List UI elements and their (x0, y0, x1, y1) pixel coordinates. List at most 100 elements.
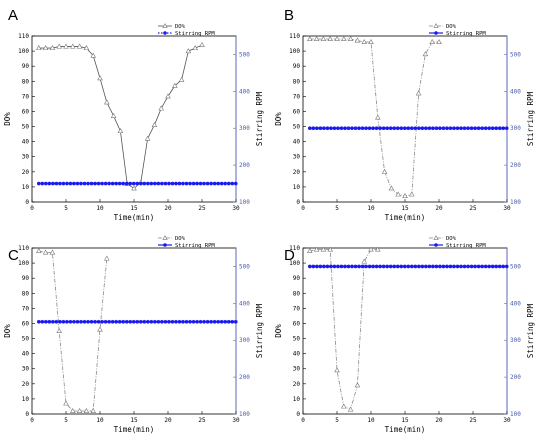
x-tick-label: 25 (469, 417, 477, 424)
rpm-marker (381, 264, 386, 269)
y-right-tick-label: 200 (239, 374, 250, 381)
do-marker (36, 248, 42, 253)
y-left-tick-label: 90 (293, 63, 301, 70)
rpm-marker (195, 181, 199, 186)
rpm-marker (124, 319, 129, 324)
legend: DO%Stirring RPM (429, 235, 486, 249)
rpm-marker (68, 181, 73, 186)
do-marker (313, 36, 320, 41)
rpm-marker (427, 126, 432, 131)
x-tick-label: 15 (401, 205, 409, 212)
legend-rpm-swatch-marker (434, 243, 438, 247)
plot-frame (302, 247, 508, 415)
rpm-marker (455, 264, 460, 269)
do-marker (63, 43, 69, 49)
rpm-marker (409, 264, 414, 269)
do-marker (110, 112, 117, 118)
do-marker (56, 43, 62, 49)
rpm-marker (483, 126, 488, 131)
do-marker (327, 246, 333, 252)
do-marker (320, 246, 327, 252)
do-marker (307, 36, 313, 41)
do-marker (165, 93, 171, 99)
x-tick-label: 15 (130, 205, 138, 212)
rpm-marker (487, 126, 492, 131)
rpm-marker (43, 319, 48, 324)
rpm-marker (325, 264, 330, 269)
rpm-marker (350, 264, 354, 269)
legend-do-swatch-marker (162, 235, 168, 240)
rpm-marker (54, 181, 59, 186)
do-marker (347, 406, 354, 412)
y-left-tick-label: 40 (293, 139, 301, 146)
rpm-marker (233, 319, 238, 324)
y-left-tick-label: 40 (22, 139, 30, 146)
y-left-tick-label: 110 (289, 245, 300, 252)
do-marker (90, 52, 96, 58)
do-marker (49, 249, 56, 255)
y-left-tick-label: 90 (22, 275, 30, 282)
x-tick-label: 20 (164, 417, 172, 424)
y-left-tick-label: 100 (18, 48, 29, 55)
y-left-tick-label: 0 (296, 199, 300, 206)
rpm-marker (223, 319, 228, 324)
series-do (36, 42, 205, 191)
legend-rpm-swatch-marker (163, 31, 167, 35)
x-tick-label: 10 (367, 417, 375, 424)
rpm-marker (86, 319, 90, 324)
legend-label: DO% (446, 236, 457, 242)
rpm-marker (121, 181, 126, 186)
rpm-marker (353, 264, 358, 269)
y-left-tick-label: 80 (293, 78, 301, 85)
y-right-axis-title: Stirring RPM (526, 303, 535, 358)
rpm-marker (378, 264, 382, 269)
y-left-tick-label: 20 (293, 381, 301, 388)
rpm-marker (343, 264, 347, 269)
do-marker (395, 191, 401, 197)
rpm-marker (184, 319, 189, 324)
y-left-tick-label: 0 (296, 411, 300, 418)
series-stirring-rpm (36, 319, 238, 324)
rpm-marker (504, 126, 509, 131)
y-left-tick-label: 100 (18, 260, 29, 267)
y-right-tick-label: 400 (239, 88, 250, 95)
rpm-marker (399, 126, 404, 131)
rpm-marker (413, 264, 418, 269)
rpm-marker (86, 181, 90, 186)
y-left-tick-label: 90 (22, 63, 30, 70)
y-left-axis-title: DO% (274, 112, 283, 126)
do-marker (56, 327, 62, 333)
do-marker (42, 249, 49, 255)
y-left-tick-label: 90 (293, 275, 301, 282)
rpm-marker (378, 126, 382, 131)
y-right-tick-label: 100 (239, 199, 250, 206)
y-right-tick-label: 100 (510, 199, 521, 206)
legend: DO%Stirring RPM (158, 23, 215, 37)
rpm-marker (181, 181, 185, 186)
do-marker (185, 48, 192, 54)
rpm-marker (434, 264, 439, 269)
rpm-marker (346, 264, 351, 269)
rpm-marker (65, 181, 69, 186)
x-tick-label: 20 (435, 205, 443, 212)
do-marker (422, 51, 429, 57)
x-tick-label: 30 (232, 205, 240, 212)
series-do (307, 246, 381, 412)
y-right-tick-label: 200 (510, 374, 521, 381)
do-marker (90, 407, 96, 413)
do-marker (307, 248, 313, 253)
rpm-marker (392, 264, 397, 269)
y-right-axis-title: Stirring RPM (255, 91, 264, 146)
x-tick-label: 5 (64, 417, 68, 424)
y-left-tick-label: 10 (293, 184, 301, 191)
rpm-marker (343, 126, 347, 131)
rpm-marker (371, 264, 375, 269)
rpm-marker (469, 126, 474, 131)
legend-do-swatch-marker (433, 23, 439, 28)
rpm-marker (406, 264, 411, 269)
x-tick-label: 0 (301, 205, 305, 212)
y-left-tick-label: 0 (25, 411, 29, 418)
rpm-marker (497, 264, 502, 269)
rpm-marker (374, 126, 379, 131)
rpm-marker (469, 264, 474, 269)
